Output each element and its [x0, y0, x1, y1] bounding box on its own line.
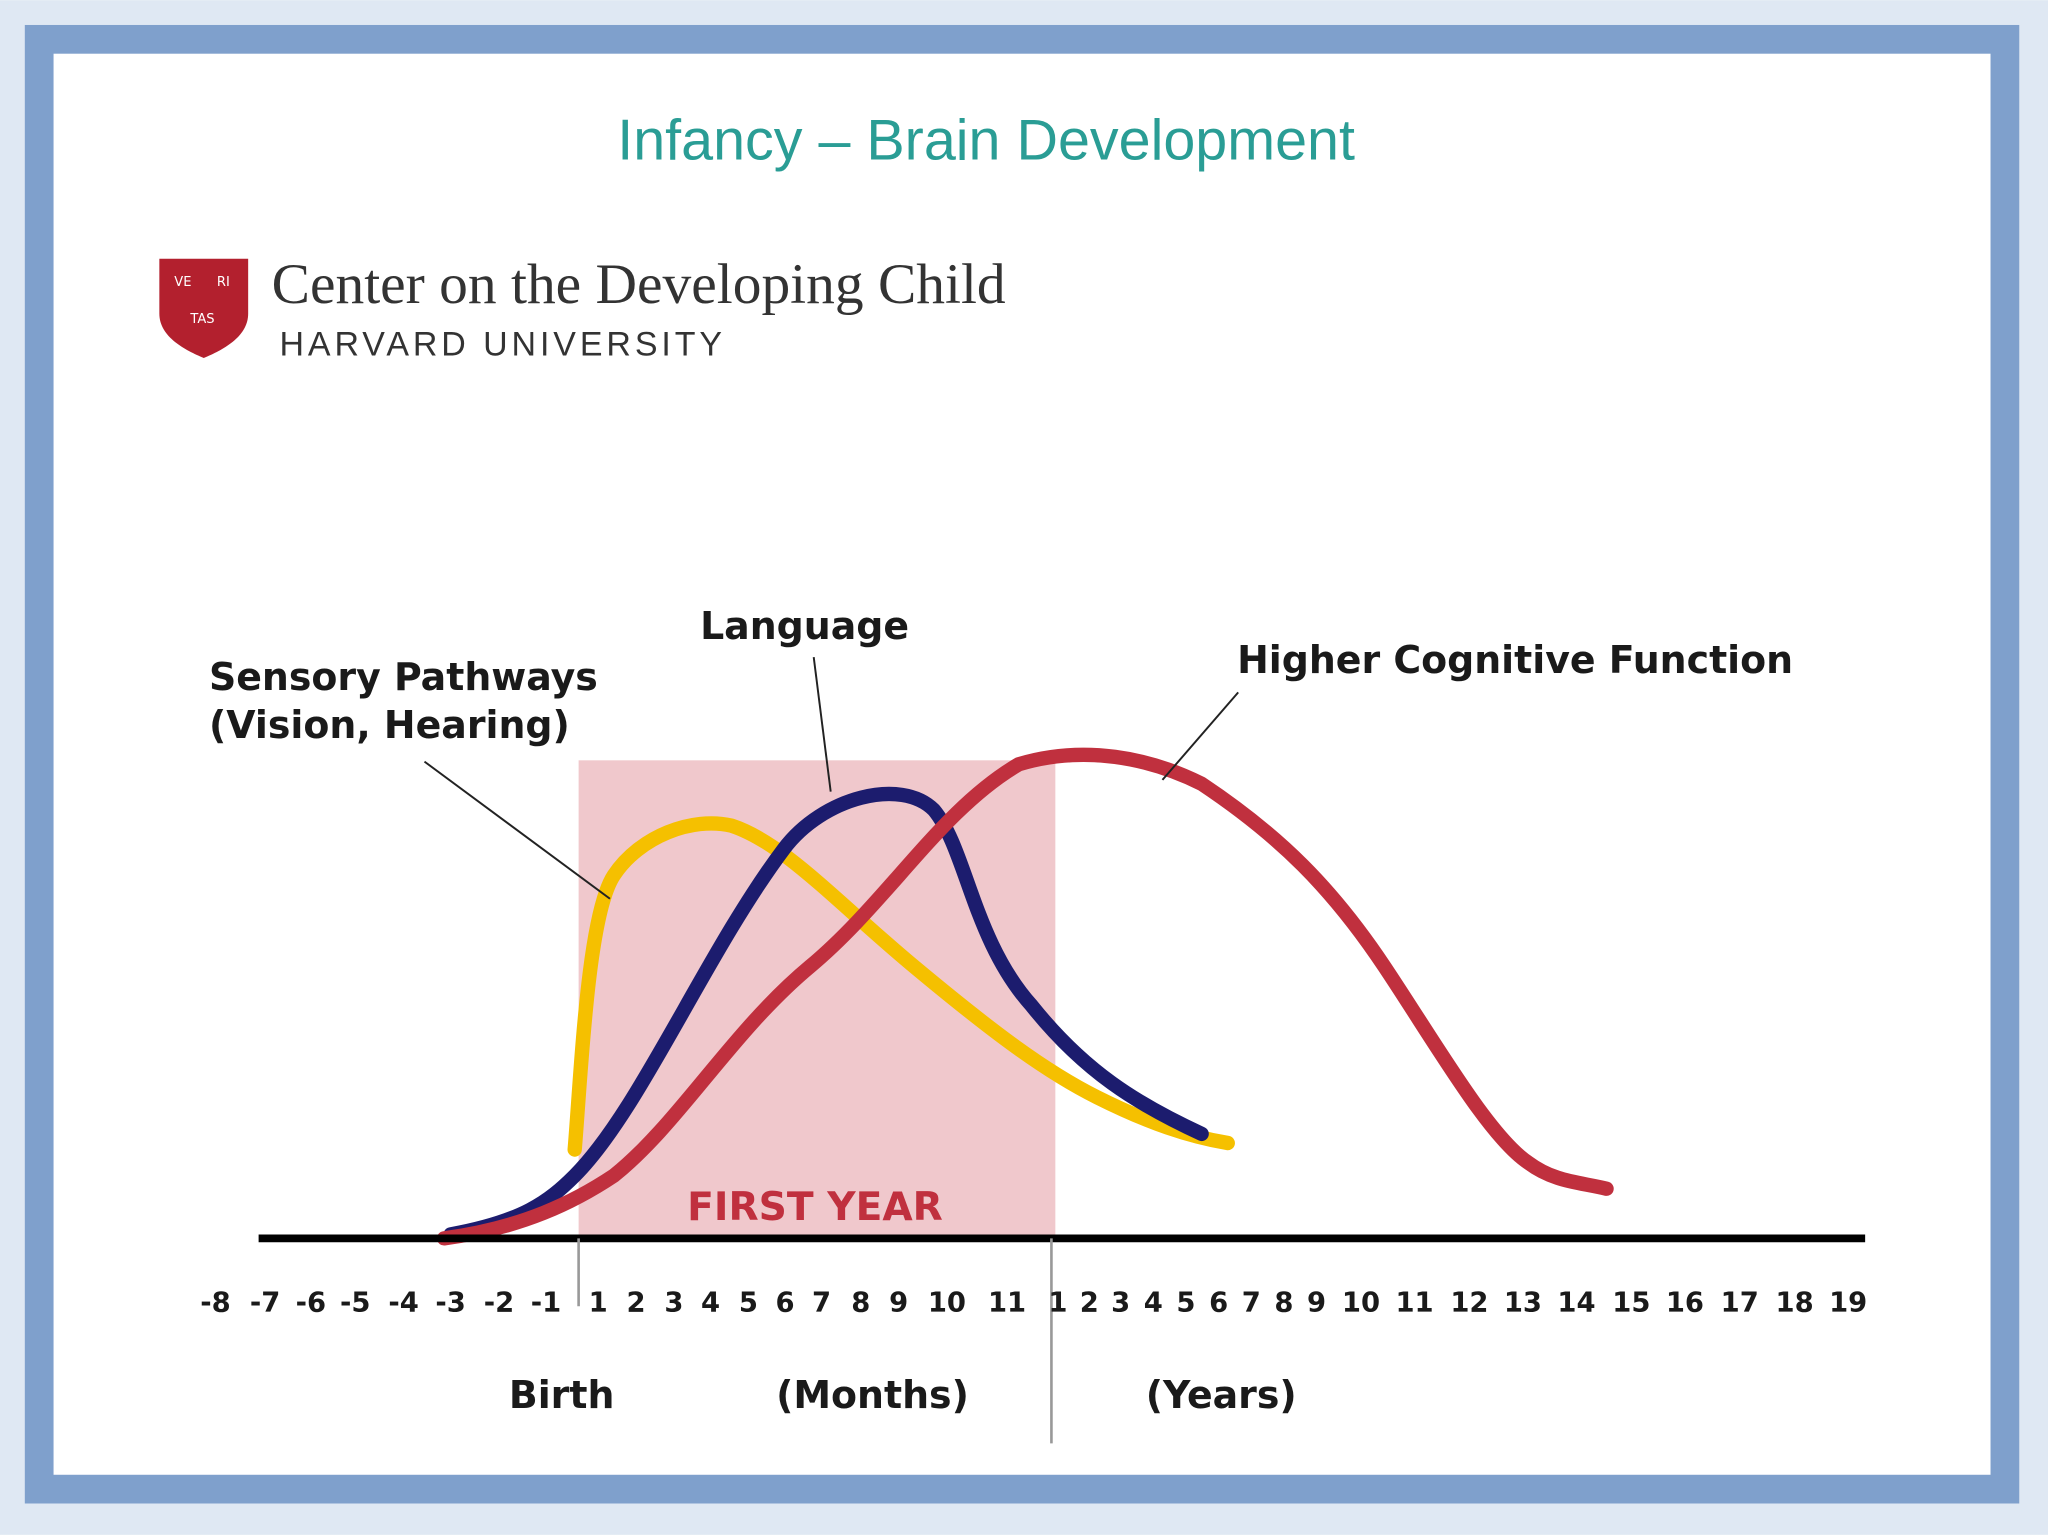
- tick-label: 19: [1829, 1288, 1867, 1319]
- tick-label: 13: [1504, 1288, 1542, 1319]
- tick-label: 6: [775, 1288, 794, 1319]
- tick-label: 9: [889, 1288, 908, 1319]
- tick-label: -1: [531, 1288, 561, 1319]
- tick-label: 12: [1450, 1288, 1488, 1319]
- tick-label: 7: [812, 1288, 831, 1319]
- tick-label: 5: [1176, 1288, 1195, 1319]
- tick-label: -3: [435, 1288, 465, 1319]
- curve-label: Language: [700, 604, 909, 648]
- leader-line: [423, 760, 611, 900]
- tick-label: 8: [1274, 1288, 1293, 1319]
- shield-text: RI: [217, 275, 230, 290]
- tick-label: 10: [1342, 1288, 1380, 1319]
- tick-label: 16: [1666, 1288, 1704, 1319]
- region-label: FIRST YEAR: [687, 1185, 943, 1230]
- axis-caption: (Months): [776, 1373, 969, 1417]
- tick-label: -6: [296, 1288, 326, 1319]
- tick-label: 7: [1242, 1288, 1261, 1319]
- tick-label: -2: [484, 1288, 514, 1319]
- curve-label: Higher Cognitive Function: [1237, 638, 1793, 682]
- tick-label: -5: [340, 1288, 370, 1319]
- leader-line: [812, 657, 832, 792]
- axis-caption: (Years): [1146, 1373, 1297, 1417]
- tick-label: 10: [928, 1288, 966, 1319]
- cognitive-curve: [436, 747, 1614, 1246]
- curve-label: (Vision, Hearing): [209, 703, 570, 747]
- tick-label: 8: [851, 1288, 870, 1319]
- logo: VE RI TAS Center on the Developing Child…: [159, 253, 1006, 363]
- tick-label: 6: [1209, 1288, 1228, 1319]
- slide-title: Infancy – Brain Development: [617, 109, 1355, 173]
- tick-label: 4: [1144, 1288, 1163, 1319]
- tick-label: -8: [200, 1288, 230, 1319]
- tick-labels: -8 -7 -6 -5 -4 -3 -2 -1 1 2 3 4 5 6 7 8 9 10 11 1 2 3 4 5 6 7 8 9 10…: [200, 1288, 1867, 1319]
- tick-label: 11: [1395, 1288, 1433, 1319]
- tick-label: 14: [1557, 1288, 1595, 1319]
- tick-label: 1: [589, 1288, 608, 1319]
- tick-label: 11: [988, 1288, 1026, 1319]
- logo-subtitle: HARVARD UNIVERSITY: [280, 325, 726, 363]
- first-year-region: [578, 760, 1056, 1239]
- axis-caption: Birth: [509, 1373, 615, 1417]
- tick-label: 9: [1307, 1288, 1326, 1319]
- language-curve: [443, 786, 1209, 1242]
- shield-text: VE: [174, 275, 191, 290]
- tick-label: -7: [250, 1288, 280, 1319]
- shield-text: TAS: [189, 312, 214, 327]
- tick-label: 3: [1111, 1288, 1130, 1319]
- tick-label: -4: [388, 1288, 418, 1319]
- shield: [159, 258, 249, 359]
- tick-label: 5: [739, 1288, 758, 1319]
- tick-label: 2: [627, 1288, 646, 1319]
- tick-label: 1: [1048, 1288, 1067, 1319]
- sensory-curve: [567, 816, 1235, 1157]
- tick-label: 15: [1612, 1288, 1650, 1319]
- tick-label: 18: [1776, 1288, 1814, 1319]
- tick-label: 17: [1721, 1288, 1759, 1319]
- leader-line: [1161, 691, 1239, 781]
- curve-label: Sensory Pathways: [209, 655, 598, 699]
- logo-name: Center on the Developing Child: [272, 253, 1006, 316]
- tick-label: 3: [664, 1288, 683, 1319]
- tick-label: 2: [1080, 1288, 1099, 1319]
- tick-label: 4: [701, 1288, 720, 1319]
